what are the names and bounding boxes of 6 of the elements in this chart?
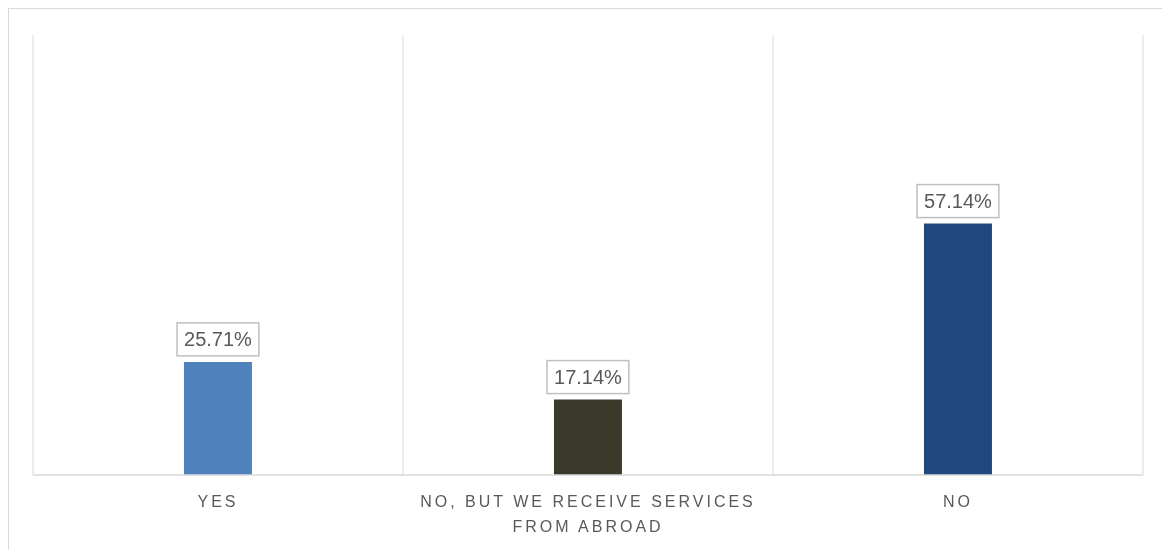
x-tick-label: NO <box>943 493 973 510</box>
data-label: 25.71% <box>184 328 253 351</box>
x-tick-label: YES <box>197 493 239 510</box>
data-label: 17.14% <box>554 366 623 389</box>
x-tick-label: NO, BUT WE RECEIVE SERVICES FROM ABROAD <box>420 493 756 535</box>
data-label: 57.14% <box>924 190 993 213</box>
